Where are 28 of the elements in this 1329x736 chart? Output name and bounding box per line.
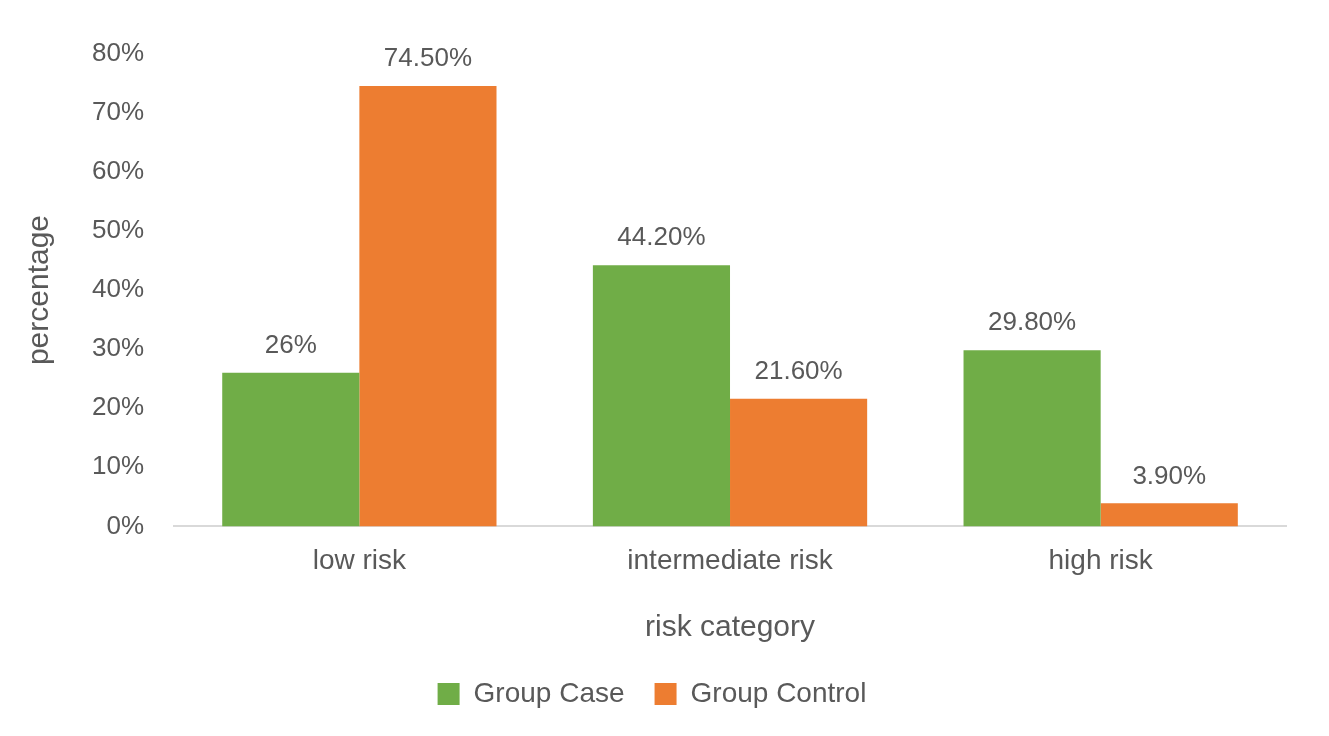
y-tick-label: 20% [91,391,145,422]
bar [359,86,497,527]
x-axis-title: risk category [644,609,816,643]
x-tick-label: intermediate risk [627,543,834,575]
data-label: 26% [264,328,317,359]
y-tick-label: 50% [91,214,145,245]
y-tick-label: 70% [91,95,145,126]
bar [963,350,1101,527]
y-tick-label: 60% [91,154,145,185]
x-tick-label: low risk [312,543,408,575]
data-label: 44.20% [617,221,706,252]
x-tick-label: high risk [1048,543,1154,575]
data-label: 21.60% [754,354,843,385]
bar [592,265,731,527]
data-label: 74.50% [383,42,473,73]
legend-label: Group Case [473,676,625,708]
y-tick-label: 0% [106,509,145,540]
y-tick-label: 40% [91,273,145,304]
data-label: 3.90% [1132,459,1207,490]
bar [222,372,360,527]
bar [730,398,868,527]
y-tick-label: 10% [91,450,145,481]
bar [1100,503,1238,527]
y-tick-label: 30% [91,332,145,363]
legend-label: Group Control [690,676,867,708]
y-axis-title: percentage [21,214,55,366]
data-label: 29.80% [988,306,1077,337]
y-tick-label: 80% [91,36,145,67]
